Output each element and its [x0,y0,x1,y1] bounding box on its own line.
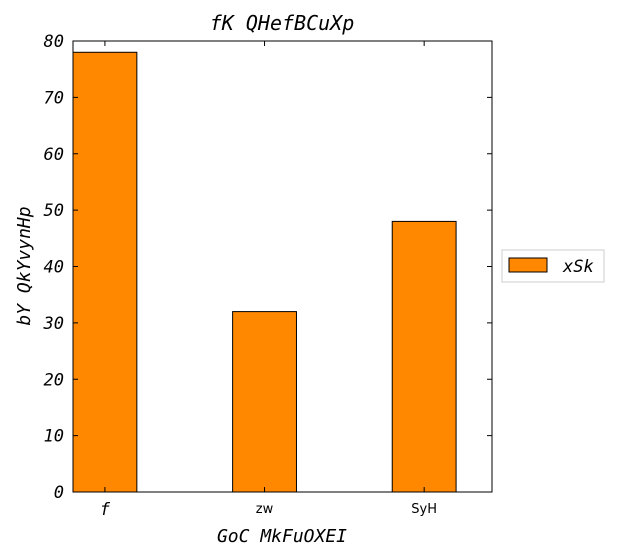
bar-f [72,51,138,493]
bars-group [72,51,457,493]
legend-swatch-xSk [508,257,548,273]
bar-zw [232,311,297,493]
y-tick-label-60: 60 [44,145,64,165]
legend: xSk [501,249,605,283]
y-tick-label-20: 20 [44,370,64,390]
y-tick-label-10: 10 [44,427,64,447]
y-tick-label-30: 30 [43,314,64,334]
y-tick-label-80: 80 [44,32,64,52]
x-tick-label-zw: zw [256,502,274,517]
y-tick-label-50: 50 [44,201,64,221]
bar-SyH [391,220,457,493]
y-tick-label-40: 40 [44,258,64,278]
y-axis-ticks: 0 10 20 30 40 50 60 70 80 [43,32,492,503]
x-tick-label-f: f [100,500,111,520]
y-tick-label-0: 0 [54,483,64,503]
x-tick-label-SyH: SyH [411,502,437,517]
plot-area-frame [72,40,493,493]
y-axis-label: bY QkYvynHp [14,206,35,325]
y-tick-label-70: 70 [44,88,64,108]
x-axis-label: GoC MkFuOXEI [217,526,347,547]
chart-title: fK QHefBCuXp [210,11,355,35]
legend-label-xSk: xSk [562,257,594,277]
x-axis-ticks: f zw SyH [100,41,437,520]
